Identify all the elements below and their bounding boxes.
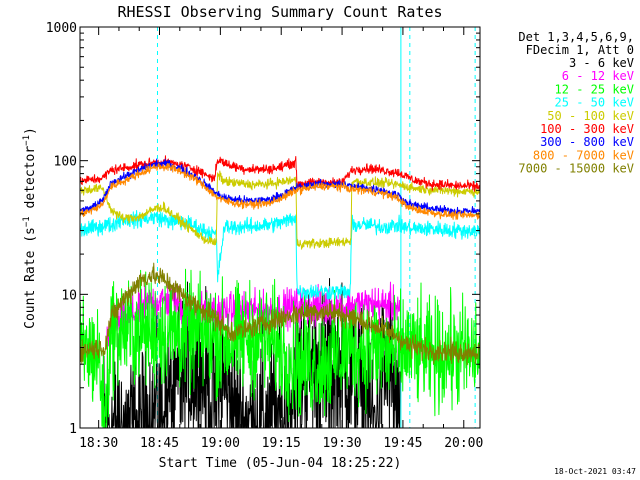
series-line-800-7000-kev-kev — [79, 162, 481, 220]
plot-area — [79, 27, 481, 429]
series-line-50-100-kev-kev — [79, 170, 481, 250]
x-tick-label: 20:00 — [444, 436, 483, 451]
y-axis-label: Count Rate (s−1 detector−1) — [22, 127, 38, 329]
legend-entry: 25 - 50 keV — [555, 96, 634, 110]
series-line-25-50-kev-kev — [79, 209, 481, 300]
chart-title: RHESSI Observing Summary Count Rates — [117, 3, 442, 21]
legend-entry: 300 - 800 keV — [540, 135, 634, 149]
x-tick-label: 19:30 — [322, 436, 361, 451]
x-tick-label: 19:45 — [383, 436, 422, 451]
legend-entry: 12 - 25 keV — [555, 82, 634, 96]
y-tick-label: 100 — [54, 155, 77, 170]
legend-entry: 800 - 7000 keV — [533, 148, 634, 162]
x-tick-label: 19:00 — [201, 436, 240, 451]
x-tick-label: 18:45 — [140, 436, 179, 451]
axes: 1 10 100 1000 18:30 18:45 19:00 19:15 19:30 19:45… — [46, 21, 484, 451]
legend-entry: 100 - 300 keV — [540, 122, 634, 136]
generation-timestamp: 18-Oct-2021 03:47 — [554, 467, 636, 476]
x-axis-label: Start Time (05-Jun-04 18:25:22) — [159, 456, 402, 471]
axes-frame — [79, 26, 481, 429]
legend-header-line-1: Det 1,3,4,5,6,9, — [518, 30, 634, 44]
y-tick-label: 1 — [69, 422, 77, 437]
legend-header-line-2: FDecim 1, Att 0 — [526, 43, 634, 57]
y-tick-label: 1000 — [46, 21, 77, 36]
legend-entry: 6 - 12 keV — [562, 69, 634, 83]
y-tick-label: 10 — [61, 288, 77, 303]
legend-entry: 50 - 100 keV — [547, 109, 634, 123]
legend-entry: 7000 - 15000 keV — [518, 162, 634, 176]
series-line-7000-15000-kev-kev — [79, 262, 481, 366]
legend: Det 1,3,4,5,6,9, FDecim 1, Att 0 3 - 6 k… — [518, 30, 634, 176]
x-tick-label: 19:15 — [262, 436, 301, 451]
x-tick-label: 18:30 — [79, 436, 118, 451]
legend-entry: 3 - 6 keV — [569, 56, 634, 70]
